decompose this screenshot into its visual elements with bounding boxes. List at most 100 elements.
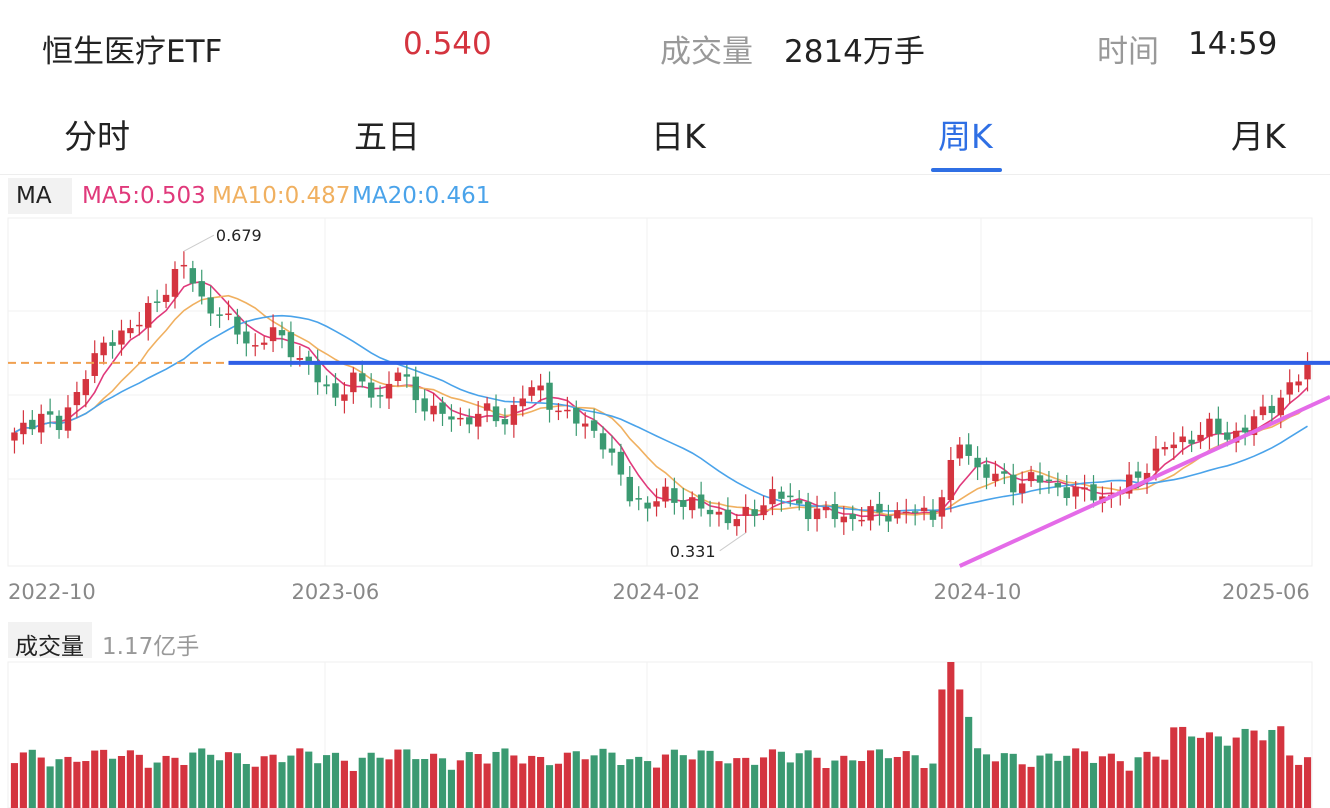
candle — [573, 400, 580, 436]
candle — [876, 491, 883, 526]
volume-bar — [91, 750, 99, 808]
volume-bar — [1286, 755, 1294, 808]
volume-bar — [804, 750, 812, 808]
volume-bar — [1188, 736, 1196, 808]
ma-indicator-button[interactable]: MA — [8, 178, 72, 214]
volume-bar — [153, 762, 161, 808]
volume-bar — [1036, 755, 1044, 808]
volume-bar — [510, 755, 518, 808]
volume-bar — [1063, 755, 1071, 808]
volume-bar — [1179, 726, 1187, 808]
candle-body — [1143, 472, 1151, 481]
candle — [216, 307, 223, 328]
volume-bar — [394, 749, 402, 808]
candle-body — [1045, 479, 1053, 482]
time-label: 时间 — [1097, 34, 1159, 70]
tab-monthly-k[interactable]: 月K — [1231, 117, 1286, 156]
tab-five-day[interactable]: 五日 — [354, 117, 420, 156]
candle — [1304, 352, 1311, 392]
candle-body — [198, 281, 205, 297]
high-price-label: 0.679 — [216, 226, 262, 245]
support-trend-line — [958, 395, 1330, 568]
candle-body — [189, 268, 197, 284]
candle — [332, 373, 339, 407]
candle — [1179, 426, 1186, 455]
tab-intraday[interactable]: 分时 — [64, 117, 130, 156]
candle-body — [448, 416, 455, 420]
candle — [697, 481, 705, 517]
candle-body — [920, 507, 928, 512]
candle — [974, 446, 981, 481]
candle-body — [287, 332, 295, 358]
volume-bar — [55, 759, 63, 808]
candle — [1063, 475, 1070, 506]
candle-body — [11, 432, 18, 441]
candle — [189, 260, 197, 292]
volume-bar — [367, 752, 375, 808]
candle — [341, 382, 348, 414]
candle-body — [1277, 397, 1284, 416]
candle-body — [608, 448, 616, 453]
volume-bar — [1196, 737, 1205, 808]
candle — [911, 504, 919, 526]
candle — [260, 336, 268, 350]
candle-body — [983, 464, 990, 478]
candle-body — [671, 488, 678, 503]
period-tabs: 分时 五日 日K 周K 月K — [0, 95, 1330, 175]
candle-body — [1224, 432, 1231, 440]
candle — [706, 500, 714, 527]
candle-body — [474, 413, 482, 427]
volume-bar — [831, 760, 839, 808]
candle — [590, 408, 598, 438]
volume-bar — [1295, 764, 1303, 808]
candle-body — [252, 345, 259, 347]
volume-bar — [216, 760, 224, 808]
candle — [528, 380, 535, 402]
volume-bar — [991, 761, 999, 808]
volume-bar — [626, 759, 634, 808]
candle — [813, 495, 821, 532]
candle — [1268, 394, 1276, 425]
candle-body — [804, 501, 812, 520]
volume-bar — [287, 755, 295, 808]
candle — [671, 477, 678, 515]
candle — [742, 494, 749, 533]
volume-indicator-button[interactable]: 成交量 — [8, 622, 92, 660]
candle-body — [180, 264, 188, 267]
volume-bar — [661, 754, 670, 808]
candle-body — [510, 404, 518, 425]
candle-body — [243, 331, 250, 344]
volume-bar — [1241, 728, 1249, 808]
candle — [55, 410, 63, 439]
volume-bar — [813, 757, 821, 808]
candle-body — [501, 419, 509, 425]
price-plot-frame — [7, 217, 1313, 567]
current-price: 0.540 — [403, 26, 492, 62]
volume-bar — [893, 756, 901, 808]
candle — [617, 443, 625, 486]
tab-daily-k[interactable]: 日K — [651, 117, 706, 156]
ma5-value: MA5:0.503 — [82, 183, 206, 209]
candle — [1036, 462, 1044, 495]
candle — [1197, 422, 1204, 449]
candle — [109, 330, 116, 359]
candle — [849, 505, 856, 531]
candle — [501, 408, 509, 435]
candle — [867, 499, 874, 531]
candle-body — [867, 506, 874, 521]
candle — [1170, 432, 1177, 460]
volume-bar — [1089, 762, 1098, 808]
candle-body — [109, 342, 116, 346]
volume-bar — [1116, 761, 1124, 808]
candle — [136, 311, 143, 336]
candle — [778, 486, 785, 512]
volume-bar — [1259, 740, 1267, 808]
volume-bar — [323, 755, 331, 808]
tab-weekly-k[interactable]: 周K — [938, 117, 993, 156]
candle-body — [697, 494, 705, 509]
volume-bar — [884, 758, 892, 808]
candle-body — [412, 376, 419, 401]
candle-body — [894, 510, 901, 519]
volume-bar — [688, 759, 696, 808]
